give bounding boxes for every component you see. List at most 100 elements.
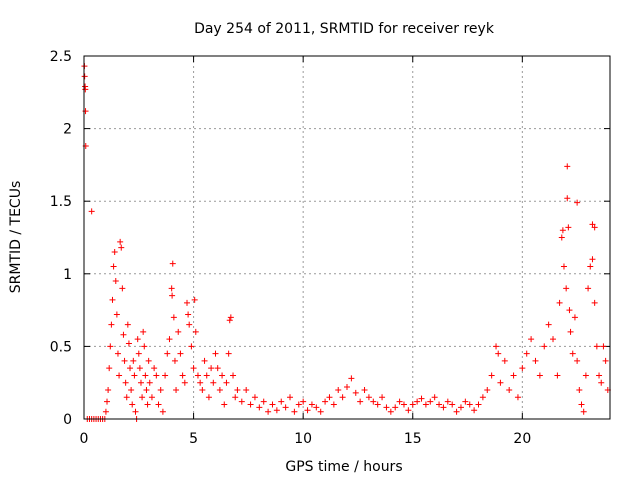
data-point [108,321,115,328]
data-point [357,398,364,405]
data-point [567,328,574,335]
data-point [453,408,460,415]
x-tick-label: 5 [189,431,198,447]
data-point [199,386,206,393]
data-point [514,394,521,401]
data-point [587,263,594,270]
data-point [179,372,186,379]
data-point [440,404,447,411]
data-point [137,379,144,386]
data-point [136,365,143,372]
data-point [190,365,197,372]
data-point [230,372,237,379]
data-point [466,401,473,408]
data-point [471,407,478,414]
x-tick-label: 10 [294,431,312,447]
data-point [88,208,95,215]
data-point [256,404,263,411]
data-point [457,404,464,411]
data-point [479,394,486,401]
data-point [383,404,390,411]
data-point [118,244,125,251]
data-point [566,307,573,314]
data-point [322,398,329,405]
data-point [339,394,346,401]
data-point [565,224,572,231]
data-point [203,372,210,379]
data-point [431,394,438,401]
data-point [444,398,451,405]
y-tick-label: 1.5 [50,194,72,210]
data-point [162,372,169,379]
data-point [141,343,148,350]
data-point [124,321,131,328]
y-axis-label: SRMTID / TECUs [8,181,24,294]
data-point [171,357,178,364]
data-point [400,401,407,408]
data-point [291,408,298,415]
data-point [153,372,160,379]
data-point [519,365,526,372]
data-point [106,365,113,372]
data-point [578,401,585,408]
data-point [168,285,175,292]
data-point [330,401,337,408]
data-point [545,321,552,328]
data-point [225,350,232,357]
data-point [379,394,386,401]
data-point [148,394,155,401]
data-point [232,394,239,401]
data-point [205,394,212,401]
data-point [591,299,598,306]
data-point [119,285,126,292]
data-point [185,311,192,318]
data-point [396,398,403,405]
data-point [238,398,245,405]
data-point [313,404,320,411]
data-point [132,408,139,415]
data-point [418,395,425,402]
data-point [123,394,130,401]
data-point [191,296,198,303]
data-point [501,357,508,364]
data-point [135,350,142,357]
data-point [129,401,136,408]
data-point [112,278,119,285]
chart-title: Day 254 of 2011, SRMTID for receiver rey… [194,21,495,37]
data-point [344,384,350,391]
data-point [558,234,565,241]
data-point [177,350,184,357]
grid [84,56,610,419]
data-point [114,350,121,357]
data-point [589,256,596,263]
data-point [82,86,89,93]
data-point [273,407,280,414]
data-point [304,407,311,414]
data-point [166,336,173,343]
x-axis-label: GPS time / hours [285,459,402,475]
data-point [536,372,543,379]
data-point [493,343,500,350]
data-point [131,372,138,379]
data-point [142,372,149,379]
data-point [582,372,589,379]
data-point [317,408,324,415]
data-point [436,401,443,408]
data-point [102,408,109,415]
data-point [563,285,570,292]
data-point [201,357,208,364]
data-point [151,365,158,372]
data-point [128,386,135,393]
ticks: 0 5 10 15 20 0 0.5 1 1.5 2 2.5 [50,49,610,447]
data-point [591,224,598,231]
data-point [155,401,162,408]
data-point [127,365,134,372]
data-point [188,343,195,350]
data-point [427,398,434,405]
data-point [335,386,342,393]
data-point [212,350,219,357]
data-point [226,317,233,324]
y-tick-label: 1 [63,267,72,283]
data-point [559,227,566,234]
